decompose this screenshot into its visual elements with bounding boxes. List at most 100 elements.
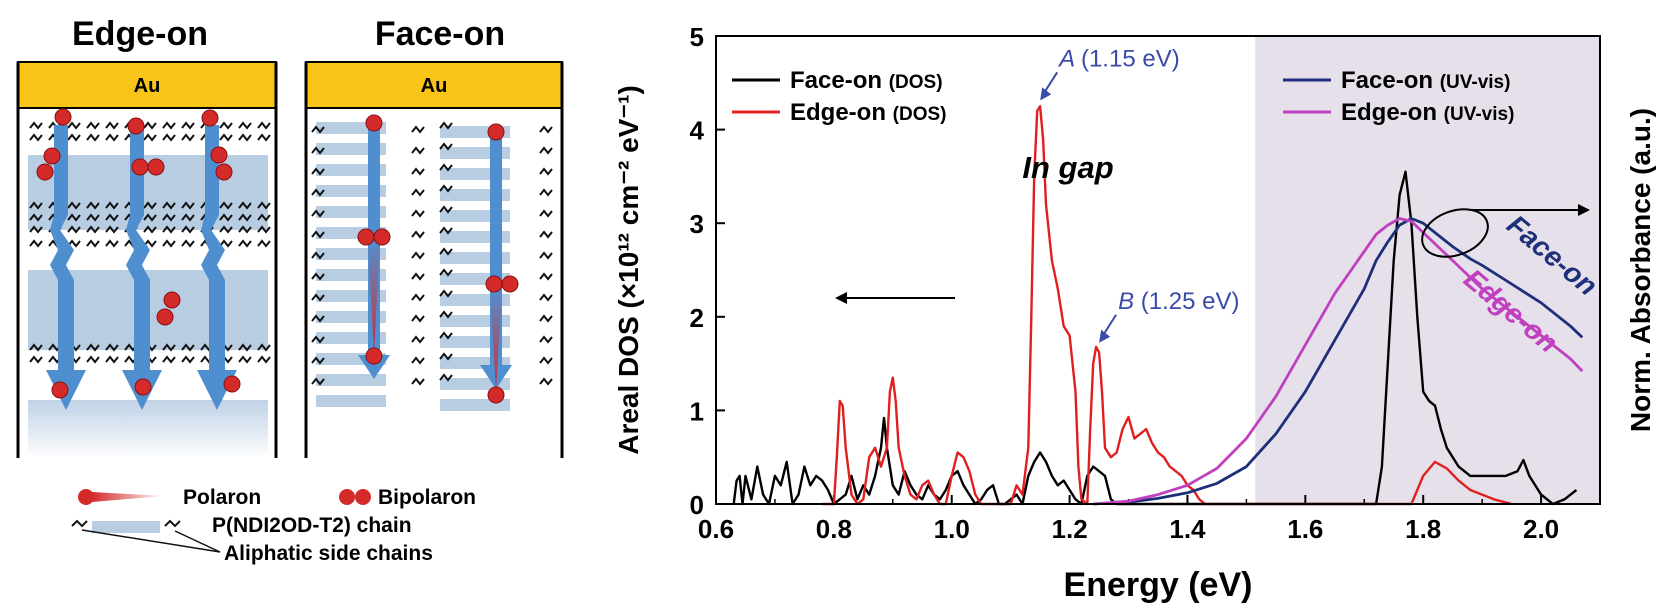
side-chain-zigzag xyxy=(257,133,271,142)
x-tick-label: 1.6 xyxy=(1287,514,1323,544)
side-chain-zigzag xyxy=(86,239,100,248)
bipolaron-icon-a xyxy=(339,489,355,505)
legend-uvvis: Face-on (UV-vis) Edge-on (UV-vis) xyxy=(1283,67,1514,126)
side-chain-zigzag xyxy=(67,133,81,142)
side-chain-zigzag xyxy=(411,314,425,323)
y-tick-label: 2 xyxy=(690,303,704,333)
side-chain-zigzag xyxy=(439,331,453,340)
polaron-tail-icon xyxy=(92,492,165,502)
edge-on-title: Edge-on xyxy=(72,15,208,53)
peak-arrowhead-A xyxy=(1040,87,1052,101)
y-tick-label: 1 xyxy=(690,396,704,426)
peak-arrowhead-B xyxy=(1099,329,1111,343)
side-chain-zigzag xyxy=(29,343,43,352)
side-chain-zigzag xyxy=(162,213,176,222)
y-tick-label: 3 xyxy=(690,209,704,239)
side-chain-zigzag xyxy=(411,230,425,239)
side-chain-zigzag xyxy=(219,225,233,234)
side-chain-zigzag xyxy=(411,293,425,302)
side-chain-zigzag xyxy=(539,272,553,281)
side-chain-zigzag xyxy=(311,167,325,176)
legend-polaron: Polaron xyxy=(183,486,261,509)
side-chain-zigzag xyxy=(86,343,100,352)
edge-au-label: Au xyxy=(134,75,161,97)
side-chain-zigzag xyxy=(219,201,233,210)
y-tick-label: 0 xyxy=(690,490,704,520)
side-chain-zigzag xyxy=(257,355,271,364)
side-chain-zigzag xyxy=(439,142,453,151)
side-chain-zigzag xyxy=(105,201,119,210)
side-chain-zigzag xyxy=(257,121,271,130)
edge-side-chains xyxy=(29,121,271,364)
side-chain-zigzag xyxy=(311,314,325,323)
side-chain-zigzag xyxy=(162,201,176,210)
side-chain-zigzag xyxy=(411,356,425,365)
face-au-label: Au xyxy=(421,75,448,97)
side-chain-zigzag xyxy=(105,239,119,248)
legend-label: Edge-on (UV-vis) xyxy=(1341,99,1514,126)
side-chain-zigzag xyxy=(67,239,81,248)
side-chain-zigzag xyxy=(439,268,453,277)
x-tick-label: 0.8 xyxy=(816,514,852,544)
side-chain-zigzag xyxy=(311,125,325,134)
side-chain-zigzag xyxy=(411,125,425,134)
side-chain-zigzag xyxy=(439,352,453,361)
side-chain-zigzag xyxy=(181,121,195,130)
side-chain-zigzag xyxy=(238,213,252,222)
side-chain-zigzag xyxy=(29,201,43,210)
side-chain-zigzag xyxy=(162,225,176,234)
side-chain-zigzag xyxy=(439,289,453,298)
dos-absorbance-chart: 0.6 0.8 1.0 1.2 1.4 1.6 1.8 2.0 0 1 2 3 4 5 Energy (e… xyxy=(613,22,1656,604)
side-chain-zigzag xyxy=(411,377,425,386)
side-chain-zigzag xyxy=(219,121,233,130)
x-tick-label: 1.8 xyxy=(1405,514,1441,544)
side-chain-zigzag xyxy=(181,239,195,248)
side-chain-zigzag xyxy=(86,201,100,210)
side-chain-zigzag xyxy=(86,225,100,234)
face-on-device: Au xyxy=(304,61,564,458)
schematic-legend: Polaron Bipolaron P(NDI2OD-T2) chain Ali… xyxy=(71,486,476,565)
side-chain-zigzag xyxy=(181,355,195,364)
side-chain-zigzag xyxy=(439,205,453,214)
legend-side-chains: Aliphatic side chains xyxy=(224,542,433,565)
side-chain-zigzag xyxy=(143,121,157,130)
side-chain-zigzag xyxy=(181,225,195,234)
side-chain-zigzag xyxy=(411,335,425,344)
chart-series xyxy=(732,104,1584,506)
x-tick-label: 0.6 xyxy=(698,514,734,544)
side-chain-zigzag xyxy=(67,225,81,234)
y-tick-label: 5 xyxy=(690,22,704,52)
legend-chain: P(NDI2OD-T2) chain xyxy=(212,514,412,537)
side-chain-zigzag xyxy=(539,209,553,218)
side-chain-zigzag xyxy=(311,272,325,281)
side-chain-zigzag xyxy=(439,226,453,235)
in-gap-label: In gap xyxy=(1022,150,1113,185)
side-chain-zigzag xyxy=(311,356,325,365)
side-chain-zigzag xyxy=(539,293,553,302)
polaron-icon xyxy=(78,489,94,505)
side-chain-zigzag xyxy=(29,239,43,248)
shaded-region xyxy=(1255,36,1600,504)
side-chain-zigzag xyxy=(238,355,252,364)
peak-label-B: B (1.25 eV) xyxy=(1118,288,1239,315)
side-chain-zigzag xyxy=(105,343,119,352)
side-chain-zigzag xyxy=(311,293,325,302)
side-chain-zigzag xyxy=(181,133,195,142)
side-chain-zigzag xyxy=(439,247,453,256)
side-chain-zigzag xyxy=(257,201,271,210)
side-chain-zigzag xyxy=(67,121,81,130)
side-chain-zigzag xyxy=(238,121,252,130)
face-chain-stack xyxy=(316,122,510,411)
side-chain-zigzag xyxy=(86,121,100,130)
side-chain-zigzag xyxy=(238,239,252,248)
side-chain-zigzag xyxy=(181,343,195,352)
side-chain-zigzag xyxy=(539,125,553,134)
x-tick-label: 2.0 xyxy=(1523,514,1559,544)
right-axis-arrow xyxy=(1421,204,1590,258)
side-chain-zigzag xyxy=(238,201,252,210)
legend-zigzag-icon xyxy=(71,519,88,528)
side-chain-zigzag xyxy=(143,225,157,234)
face-charges xyxy=(357,114,519,404)
axis-ticks: 0.6 0.8 1.0 1.2 1.4 1.6 1.8 2.0 0 1 2 3 4 5 xyxy=(690,22,1601,544)
side-chain-zigzag xyxy=(311,251,325,260)
